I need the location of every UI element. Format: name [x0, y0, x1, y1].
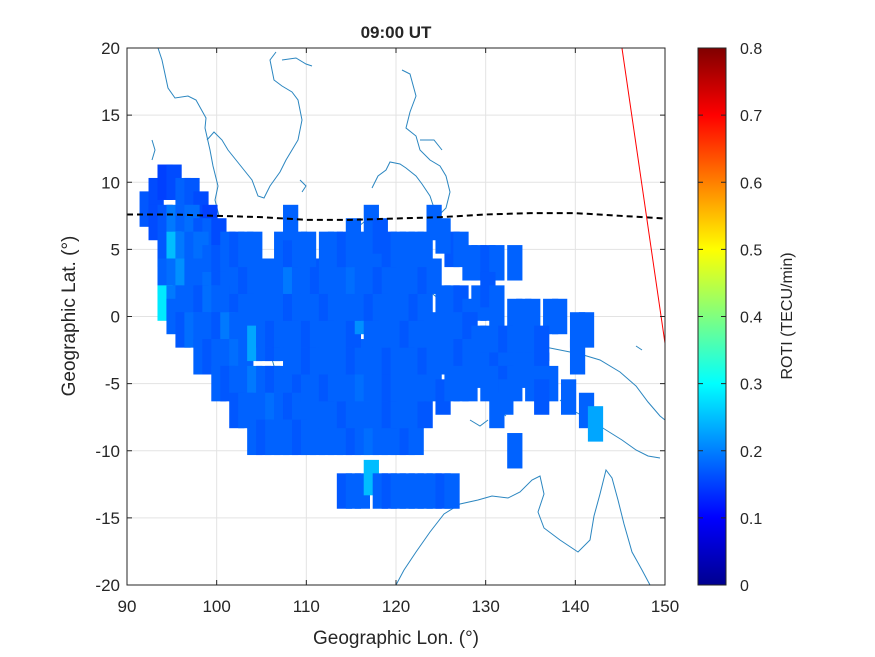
colorbar-tick-label: 0.2: [740, 444, 762, 461]
roti-cell: [569, 339, 586, 375]
colorbar-tick-labels: 0 0.1 0.2 0.3 0.4 0.5 0.6 0.7 0.8: [698, 41, 762, 595]
colorbar-tick-label: 0.7: [740, 108, 762, 125]
y-axis-label: Geographic Lat. (°): [59, 236, 80, 397]
roti-cell: [417, 285, 433, 321]
colorbar-tick-label: 0.8: [740, 41, 762, 58]
x-tick-label: 90: [118, 597, 137, 616]
colorbar-tick-label: 0.6: [740, 175, 762, 192]
x-tick-label: 150: [651, 597, 679, 616]
roti-cell: [345, 218, 362, 254]
y-tick-label: 0: [111, 308, 120, 327]
roti-cell: [489, 245, 505, 281]
y-tick-label: -15: [95, 509, 120, 528]
colorbar-tick-label: 0.1: [740, 511, 762, 528]
coastline-philippines: [371, 69, 451, 215]
roti-cell: [408, 419, 424, 456]
chart-title: 09:00 UT: [361, 23, 432, 42]
y-tick-label: -5: [105, 375, 120, 394]
y-tick-label: 5: [111, 240, 120, 259]
roti-cell: [587, 406, 604, 442]
x-tick-labels: 90 100 110 120 130 140 150: [118, 48, 679, 616]
roti-cells: [139, 164, 604, 509]
x-tick-label: 110: [293, 597, 320, 616]
colorbar-tick-label: 0: [740, 578, 749, 595]
roti-cell: [435, 218, 451, 254]
x-tick-label: 130: [471, 597, 499, 616]
colorbar-label: ROTI (TECU/min): [779, 252, 796, 379]
roti-cell: [372, 218, 388, 254]
roti-cell: [489, 298, 505, 335]
x-tick-label: 140: [561, 597, 589, 616]
roti-cell: [247, 231, 263, 268]
y-tick-label: 10: [101, 173, 120, 192]
roti-cell: [534, 379, 550, 415]
x-tick-label: 120: [382, 597, 410, 616]
roti-cell: [534, 325, 550, 362]
roti-cell: [507, 433, 523, 469]
roti-cell: [507, 245, 523, 281]
red-boundary-line: [621, 48, 665, 344]
roti-cell: [462, 365, 478, 402]
y-tick-labels: -20 -15 -10 -5 0 5 10 15 20: [95, 39, 665, 595]
colorbar-tick-label: 0.4: [740, 310, 762, 327]
roti-cell: [300, 231, 317, 268]
coastline-indochina: [157, 48, 313, 217]
roti-cell: [525, 298, 541, 335]
roti-cell: [417, 392, 433, 429]
colorbar-tick-label: 0.5: [740, 242, 762, 259]
roti-cell: [426, 258, 442, 294]
roti-cell: [498, 379, 514, 415]
colorbar-tick-label: 0.3: [740, 377, 762, 394]
roti-cell: [283, 204, 299, 241]
roti-cell: [552, 298, 568, 335]
roti-cell: [444, 473, 460, 509]
x-axis-label: Geographic Lon. (°): [313, 628, 479, 649]
roti-cell: [578, 312, 595, 348]
y-tick-label: 20: [101, 39, 120, 58]
roti-cell: [417, 231, 433, 268]
roti-cell: [560, 379, 577, 415]
x-tick-label: 100: [202, 597, 230, 616]
y-tick-label: -10: [95, 442, 120, 461]
y-tick-label: -20: [95, 576, 120, 595]
y-tick-label: 15: [101, 106, 120, 125]
coastline-australia: [395, 468, 651, 585]
